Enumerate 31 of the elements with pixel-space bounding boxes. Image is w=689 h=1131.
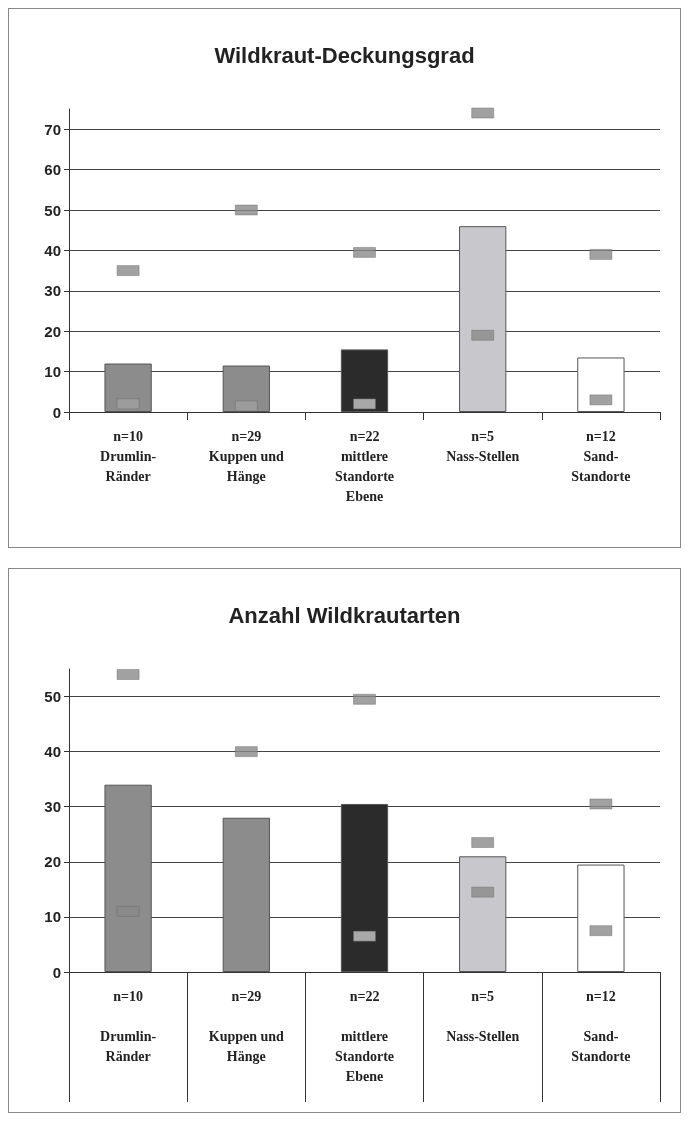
x-tick-label: n=12 Sand- Standorte — [571, 428, 631, 484]
category-label: n=12 Sand- Standorte — [571, 988, 631, 1064]
category-label: n=22 mittlere Standorte Ebene — [334, 988, 395, 1084]
y-tick-label: 70 — [44, 120, 61, 138]
x-tick-label: n=29 Kuppen und Hänge — [208, 428, 285, 484]
y-tick-label: 20 — [44, 853, 61, 871]
category-label: n=5 Nass-Stellen — [446, 988, 520, 1044]
x-tick-label: n=22 mittlere Standorte Ebene — [334, 428, 395, 504]
category-label: n=10 Drumlin- Ränder — [100, 988, 157, 1064]
y-tick-label: 30 — [44, 282, 61, 300]
y-tick-label: 50 — [44, 201, 61, 219]
y-tick-label: 0 — [52, 963, 61, 981]
bar — [577, 864, 625, 972]
bar — [104, 784, 152, 972]
y-tick-label: 40 — [44, 743, 61, 761]
y-tick-label: 50 — [44, 688, 61, 706]
chart-title: Wildkraut-Deckungsgrad — [214, 42, 475, 68]
y-tick-label: 30 — [44, 798, 61, 816]
y-tick-label: 0 — [52, 403, 61, 421]
bar — [459, 856, 507, 972]
bar — [459, 226, 507, 412]
chart-title: Anzahl Wildkrautarten — [228, 602, 461, 628]
bar — [222, 817, 270, 972]
y-tick-label: 10 — [44, 363, 61, 381]
x-tick-label: n=5 Nass-Stellen — [446, 428, 520, 464]
y-tick-label: 40 — [44, 241, 61, 259]
x-tick-label: n=10 Drumlin- Ränder — [100, 428, 157, 484]
y-tick-label: 60 — [44, 161, 61, 179]
y-tick-label: 10 — [44, 908, 61, 926]
y-tick-label: 20 — [44, 322, 61, 340]
category-label: n=29 Kuppen und Hänge — [208, 988, 284, 1064]
